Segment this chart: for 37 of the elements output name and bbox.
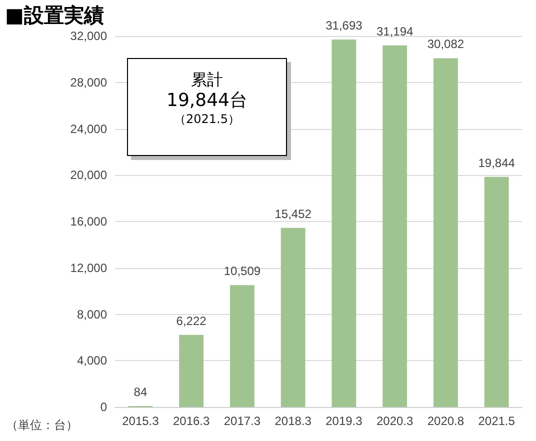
x-tick-label: 2018.3	[274, 414, 312, 428]
bar	[332, 40, 356, 407]
y-tick-label: 16,000	[70, 214, 108, 228]
bar	[179, 334, 204, 407]
data-label: 6,222	[176, 314, 207, 328]
x-tick-label: 2020.8	[427, 414, 464, 428]
bar	[230, 285, 254, 407]
data-label: 84	[134, 385, 148, 400]
text: （単位：台）	[6, 417, 78, 434]
x-tick-label: 2017.3	[224, 414, 261, 428]
y-tick-label: 4,000	[76, 354, 108, 368]
y-tick-label: 12,000	[70, 260, 108, 275]
bar	[433, 58, 458, 407]
data-label: 15,452	[274, 206, 312, 221]
y-tick-label: 0	[100, 400, 108, 414]
x-tick-label: 2015.3	[122, 414, 160, 428]
bar	[382, 45, 408, 407]
data-label: 31,194	[376, 24, 414, 38]
annotation: 19,844台	[166, 90, 248, 112]
bar	[484, 176, 509, 407]
y-tick-label: 32,000	[70, 29, 108, 43]
x-tick-label: 2020.3	[376, 414, 414, 428]
bar	[280, 228, 306, 407]
y-tick-label: 20,000	[70, 168, 108, 182]
y-tick-label: 24,000	[70, 122, 108, 136]
data-label: 19,844	[478, 156, 516, 170]
annotation: （2021.5）	[173, 112, 241, 127]
data-label: 31,693	[326, 18, 363, 33]
x-tick-label: 2021.5	[478, 414, 516, 428]
data-label: 10,509	[224, 264, 261, 278]
chart-title: ■設置実績	[5, 3, 104, 27]
y-tick-label: 28,000	[70, 75, 108, 90]
y-tick-label: 8,000	[76, 307, 108, 322]
annotation: 累計	[190, 70, 224, 90]
x-tick-label: 2016.3	[172, 414, 210, 428]
x-tick-label: 2019.3	[326, 414, 363, 428]
data-label: 30,082	[427, 37, 464, 52]
